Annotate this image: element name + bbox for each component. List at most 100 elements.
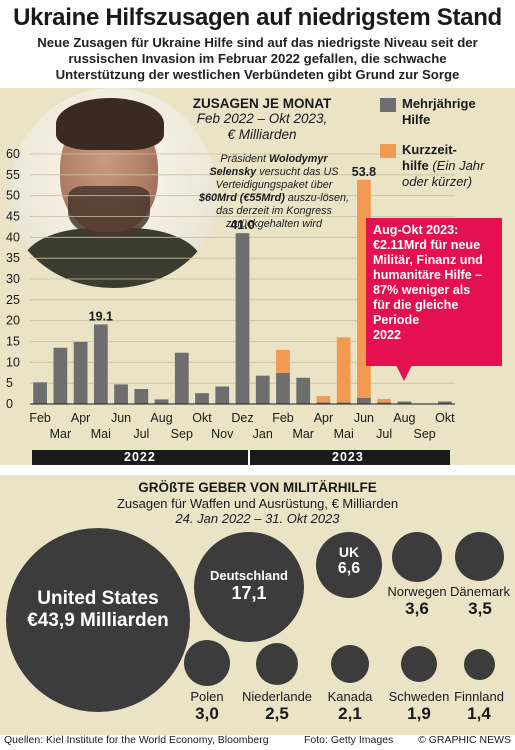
bar-multiyear bbox=[235, 233, 250, 404]
footer-sources: Quellen: Kiel Institute for the World Ec… bbox=[4, 734, 269, 746]
x-tick-label-top: Dez bbox=[231, 411, 253, 425]
note-name: Wolodymyr Selensky bbox=[209, 153, 328, 178]
donor-circle-uk bbox=[316, 532, 382, 598]
callout-line: 87% weniger als bbox=[373, 283, 471, 297]
donor-value-denmark: 3,5 bbox=[468, 599, 492, 618]
legend-label: Kurzzeit- bbox=[402, 142, 457, 157]
donors-period: 24. Jan 2022 – 31. Okt 2023 bbox=[175, 511, 340, 526]
x-tick-label-top: Aug bbox=[150, 411, 172, 425]
x-tick-label-bottom: Sep bbox=[171, 427, 193, 441]
donor-name-sweden: Schweden bbox=[388, 689, 450, 704]
chart-header: ZUSAGEN JE MONAT Feb 2022 – Okt 2023, € … bbox=[172, 96, 352, 143]
photo-hair bbox=[56, 98, 164, 150]
bar-multiyear bbox=[276, 372, 290, 404]
donor-name-finland: Finnland bbox=[454, 689, 504, 704]
year-bar: 2022 2023 bbox=[32, 450, 450, 465]
bar-multiyear bbox=[336, 402, 351, 404]
y-tick-label: 5 bbox=[6, 376, 13, 390]
data-label: 41.0 bbox=[230, 218, 254, 232]
x-tick-label-top: Jun bbox=[111, 411, 131, 425]
y-tick-label: 25 bbox=[6, 293, 20, 307]
page-subtitle: Neue Zusagen für Ukraine Hilfe sind auf … bbox=[10, 35, 505, 83]
bar-multiyear bbox=[296, 377, 311, 404]
legend-label: oder kürzer) bbox=[402, 174, 473, 189]
photo-beard bbox=[68, 186, 150, 238]
x-tick-label-top: Aug bbox=[393, 411, 415, 425]
zelensky-photo bbox=[8, 88, 218, 288]
bar-multiyear bbox=[438, 401, 452, 404]
bar-multiyear bbox=[377, 402, 392, 404]
donor-value-finland: 1,4 bbox=[467, 704, 491, 723]
donor-circle-canada bbox=[331, 645, 369, 683]
donor-name-denmark: Dänemark bbox=[450, 584, 510, 599]
donor-name-norway: Norwegen bbox=[387, 584, 447, 599]
donor-uk: UK 6,6 bbox=[316, 544, 382, 578]
x-tick-label-bottom: Jul bbox=[376, 427, 392, 441]
year-label-2022: 2022 bbox=[124, 450, 156, 464]
donor-circle-finland bbox=[464, 649, 495, 680]
donor-circle-sweden bbox=[401, 646, 437, 682]
chart-title: ZUSAGEN JE MONAT bbox=[192, 96, 332, 111]
subtitle-line: russischen Invasion im Februar 2022 gefa… bbox=[68, 51, 447, 66]
bar-multiyear bbox=[53, 347, 68, 404]
callout-line: Periode bbox=[373, 313, 420, 327]
bar-multiyear bbox=[316, 402, 331, 404]
callout-line: Aug-Okt 2023: bbox=[373, 223, 459, 237]
donor-value-sweden: 1,9 bbox=[407, 704, 431, 723]
zelensky-note: Präsident Wolodymyr Selensky versucht da… bbox=[196, 153, 352, 231]
x-tick-label-bottom: Mar bbox=[292, 427, 314, 441]
x-tick-label-top: Jun bbox=[354, 411, 374, 425]
donor-name-poland: Polen bbox=[190, 689, 224, 704]
bar-multiyear bbox=[357, 397, 371, 404]
bar-multiyear bbox=[134, 389, 149, 404]
data-label: 53.8 bbox=[352, 165, 376, 179]
callout-line: 2022 bbox=[373, 328, 402, 342]
bar-shortterm bbox=[276, 349, 290, 373]
bar-multiyear bbox=[73, 341, 88, 404]
legend-item-multiyear: Mehrjährige Hilfe bbox=[380, 96, 484, 128]
year-label-2023: 2023 bbox=[332, 450, 364, 464]
x-tick-label-bottom: Sep bbox=[414, 427, 436, 441]
note-prefix: Präsident bbox=[220, 153, 270, 165]
y-tick-label: 20 bbox=[6, 314, 20, 328]
x-tick-label-bottom: Mar bbox=[50, 427, 72, 441]
bar-shortterm bbox=[316, 396, 331, 403]
donor-value-norway: 3,6 bbox=[405, 599, 429, 618]
y-tick-label: 40 bbox=[6, 230, 20, 244]
chart-unit: € Milliarden bbox=[227, 127, 297, 142]
x-tick-label-top: Okt bbox=[192, 411, 212, 425]
page-title: Ukraine Hilfszusagen auf niedrigstem Sta… bbox=[13, 4, 502, 31]
note-amount: $60Mrd (€55Mrd) bbox=[198, 192, 285, 204]
legend-item-shortterm: Kurzzeit- hilfe (Ein Jahr oder kürzer) bbox=[380, 142, 484, 190]
bar-multiyear bbox=[397, 401, 412, 404]
legend-label: hilfe bbox=[402, 158, 429, 173]
donor-circle-us bbox=[6, 528, 190, 712]
bar-multiyear bbox=[33, 382, 47, 404]
callout-line: €2.11Mrd für neue bbox=[373, 238, 481, 252]
donor-value-netherlands: 2,5 bbox=[265, 704, 289, 723]
donor-name-us: United States bbox=[37, 588, 159, 609]
x-tick-label-top: Feb bbox=[29, 411, 51, 425]
legend-swatch-shortterm bbox=[380, 144, 396, 158]
donor-circle-germany bbox=[194, 532, 304, 642]
y-tick-label: 55 bbox=[6, 168, 20, 182]
callout-line: Militär, Finanz und bbox=[373, 253, 483, 267]
callout-pointer bbox=[396, 365, 412, 381]
y-tick-label: 35 bbox=[6, 251, 20, 265]
donor-value-poland: 3,0 bbox=[195, 704, 219, 723]
x-tick-label-top: Apr bbox=[71, 411, 90, 425]
x-tick-label-top: Okt bbox=[435, 411, 455, 425]
donor-us: United States €43,9 Milliarden bbox=[6, 588, 190, 632]
donor-name-canada: Kanada bbox=[327, 689, 373, 704]
subtitle-line: Neue Zusagen für Ukraine Hilfe sind auf … bbox=[37, 35, 478, 50]
donor-value-germany: 17,1 bbox=[231, 583, 267, 603]
bar-multiyear bbox=[215, 386, 230, 404]
donors-subtitle: Zusagen für Waffen und Ausrüstung, € Mil… bbox=[116, 496, 399, 511]
bar-multiyear bbox=[255, 375, 270, 404]
donor-name-uk: UK bbox=[338, 544, 360, 560]
x-tick-label-bottom: Mai bbox=[91, 427, 111, 441]
note-mid: versucht das US Verteidigungspaket über bbox=[215, 166, 339, 191]
bar-multiyear bbox=[195, 393, 209, 404]
y-tick-label: 30 bbox=[6, 272, 20, 286]
donor-circle-poland bbox=[184, 640, 230, 686]
